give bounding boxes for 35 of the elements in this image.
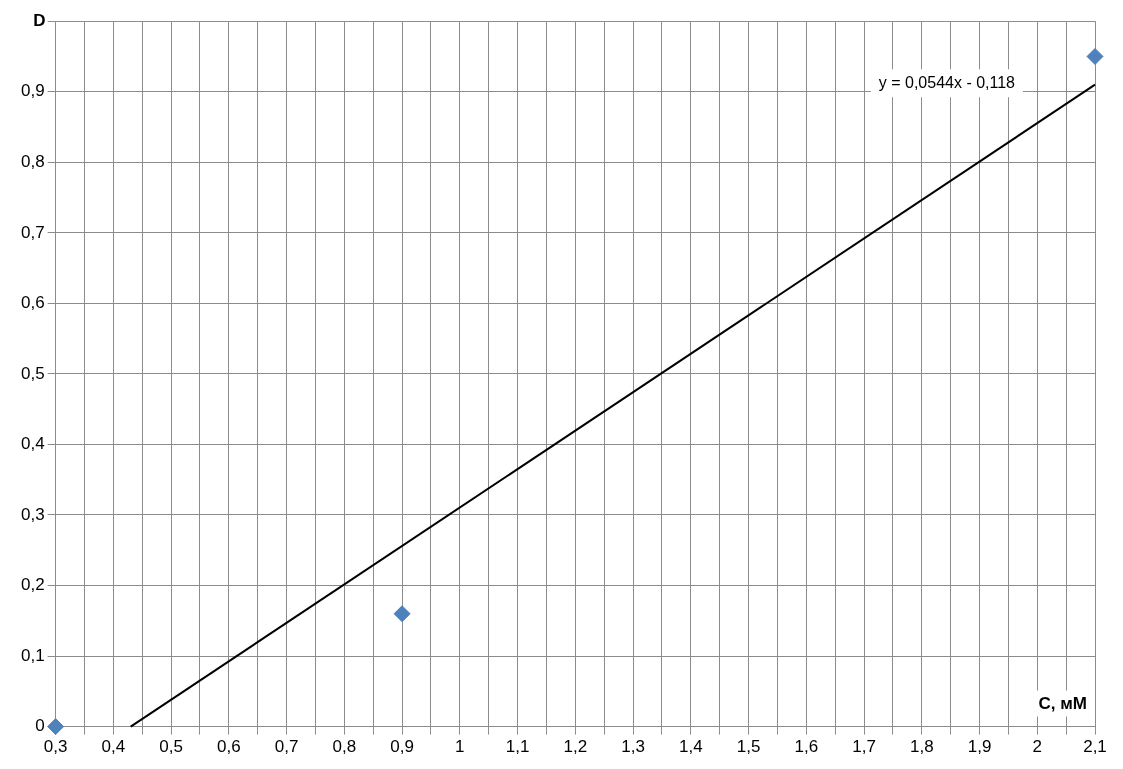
y-tick-label: 0,4 (20, 434, 45, 454)
x-tick-label: 2 (1032, 737, 1042, 757)
annotation: y = 0,0544x - 0,118 (878, 73, 1016, 91)
y-tick-label: 0,7 (20, 222, 45, 242)
y-tick-label: 0 (35, 716, 45, 736)
y-tick-label: 0,9 (20, 81, 45, 101)
y-axis-title: D (33, 10, 46, 30)
point (1086, 47, 1104, 65)
x-tick-label: 0,5 (159, 737, 183, 757)
x-tick-label: 1,8 (909, 737, 934, 757)
x-tick-label: 1,3 (621, 737, 645, 757)
x-tick-label: 0,3 (43, 737, 68, 757)
x-tick-label: 1,7 (852, 737, 876, 757)
x-axis-title: C, мМ (1038, 693, 1087, 713)
y-tick-label: 0,5 (20, 363, 45, 383)
y-tick-label: 0,1 (20, 645, 45, 665)
point (47, 718, 65, 736)
x-tick-label: 2,1 (1083, 737, 1107, 757)
x-tick-label: 1,5 (736, 737, 761, 757)
x-tick-label: 0,9 (390, 737, 414, 757)
point (393, 605, 411, 623)
x-tick-label: 0,7 (274, 737, 299, 757)
x-tick-label: 1,1 (505, 737, 530, 757)
x-tick-label: 0,4 (101, 737, 126, 757)
y-tick-label: 0,8 (20, 151, 45, 171)
x-tick-label: 1,9 (967, 737, 992, 757)
x-tick-label: 1 (455, 737, 465, 757)
y-tick-label: 0,3 (20, 504, 45, 524)
x-tick-label: 1,2 (563, 737, 588, 757)
x-tick-label: 0,6 (217, 737, 241, 757)
y-tick-label: 0,2 (20, 575, 45, 595)
x-tick-label: 1,6 (794, 737, 819, 757)
x-tick-label: 0,8 (332, 737, 357, 757)
x-tick-label: 1,4 (678, 737, 703, 757)
y-tick-label: 0,6 (20, 293, 45, 313)
